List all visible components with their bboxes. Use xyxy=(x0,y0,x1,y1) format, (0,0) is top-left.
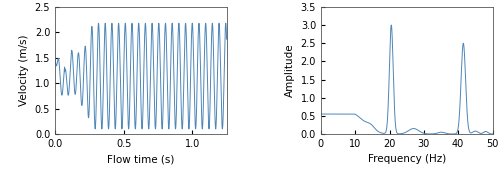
X-axis label: Flow time (s): Flow time (s) xyxy=(107,154,174,164)
Y-axis label: Amplitude: Amplitude xyxy=(285,44,295,97)
Y-axis label: Velocity (m/s): Velocity (m/s) xyxy=(19,35,29,106)
X-axis label: Frequency (Hz): Frequency (Hz) xyxy=(368,154,446,164)
